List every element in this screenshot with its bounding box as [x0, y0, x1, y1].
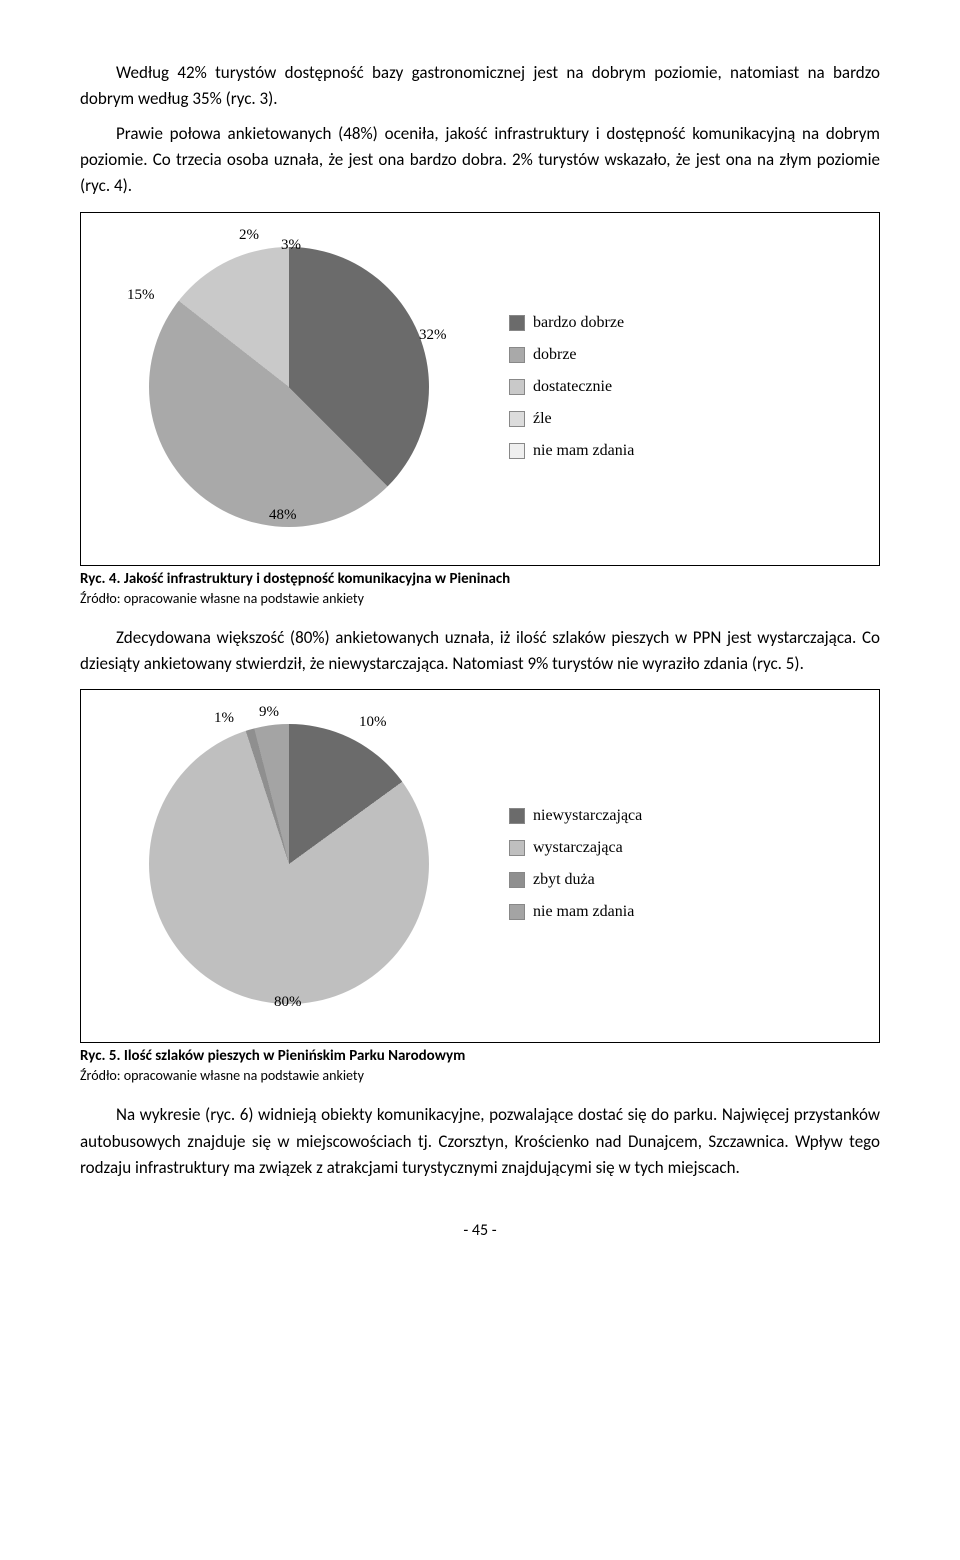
legend-swatch [509, 808, 525, 824]
legend-item: zbyt duża [509, 871, 642, 889]
figure-5-caption: Ryc. 5. Ilość szlaków pieszych w Pienińs… [80, 1047, 880, 1065]
legend-label: bardzo dobrze [533, 314, 624, 332]
figure-5-caption-prefix: Ryc. 5. [80, 1047, 124, 1065]
legend-item: nie mam zdania [509, 903, 642, 921]
legend-swatch [509, 347, 525, 363]
pie-slice-label: 80% [274, 994, 302, 1011]
figure-4-pie-wrap: 32% 48% 15% 2% 3% [99, 227, 479, 547]
legend-item: wystarczająca [509, 839, 642, 857]
pie-slice-label: 32% [419, 327, 447, 344]
legend-label: nie mam zdania [533, 442, 634, 460]
paragraph-1: Według 42% turystów dostępność bazy gast… [80, 60, 880, 113]
legend-swatch [509, 872, 525, 888]
legend-swatch [509, 379, 525, 395]
pie-slice-label: 1% [214, 710, 234, 727]
pie-slice-label: 48% [269, 507, 297, 524]
legend-item: dobrze [509, 346, 634, 364]
pie-slice-label: 9% [259, 704, 279, 721]
pie-slice-label: 15% [127, 287, 155, 304]
paragraph-3: Zdecydowana większość (80%) ankietowanyc… [80, 625, 880, 678]
pie-slice-label: 3% [281, 237, 301, 254]
legend-label: zbyt duża [533, 871, 595, 889]
paragraph-4: Na wykresie (ryc. 6) widnieją obiekty ko… [80, 1102, 880, 1181]
legend-label: źle [533, 410, 552, 428]
figure-5-legend: niewystarczająca wystarczająca zbyt duża ni… [509, 807, 642, 921]
page-number: - 45 - [80, 1221, 880, 1240]
figure-4-caption: Ryc. 4. Jakość infrastruktury i dostępno… [80, 570, 880, 588]
legend-item: dostatecznie [509, 378, 634, 396]
legend-label: dostatecznie [533, 378, 612, 396]
figure-5-pie-wrap: 10% 80% 1% 9% [99, 704, 479, 1024]
figure-4-source: Źródło: opracowanie własne na podstawie … [80, 590, 880, 607]
legend-swatch [509, 315, 525, 331]
legend-label: nie mam zdania [533, 903, 634, 921]
legend-swatch [509, 443, 525, 459]
legend-item: źle [509, 410, 634, 428]
figure-4-legend: bardzo dobrze dobrze dostatecznie źle nie ma… [509, 314, 634, 460]
legend-swatch [509, 840, 525, 856]
figure-4-pie [149, 247, 429, 527]
legend-item: niewystarczająca [509, 807, 642, 825]
legend-item: nie mam zdania [509, 442, 634, 460]
legend-swatch [509, 904, 525, 920]
figure-4: 32% 48% 15% 2% 3% bardzo dobrze dobrze dostate… [80, 212, 880, 566]
legend-swatch [509, 411, 525, 427]
legend-label: wystarczająca [533, 839, 623, 857]
figure-4-caption-prefix: Ryc. 4. [80, 570, 124, 588]
figure-5-source: Źródło: opracowanie własne na podstawie … [80, 1067, 880, 1084]
legend-label: niewystarczająca [533, 807, 642, 825]
figure-5-caption-text: Ilość szlaków pieszych w Pienińskim Park… [124, 1047, 465, 1065]
figure-5-pie [149, 724, 429, 1004]
figure-5: 10% 80% 1% 9% niewystarczająca wystarczająca… [80, 689, 880, 1043]
paragraph-2: Prawie połowa ankietowanych (48%) ocenił… [80, 121, 880, 200]
legend-item: bardzo dobrze [509, 314, 634, 332]
figure-4-caption-text: Jakość infrastruktury i dostępność komun… [124, 570, 510, 588]
pie-slice-label: 10% [359, 714, 387, 731]
legend-label: dobrze [533, 346, 577, 364]
pie-slice-label: 2% [239, 227, 259, 244]
